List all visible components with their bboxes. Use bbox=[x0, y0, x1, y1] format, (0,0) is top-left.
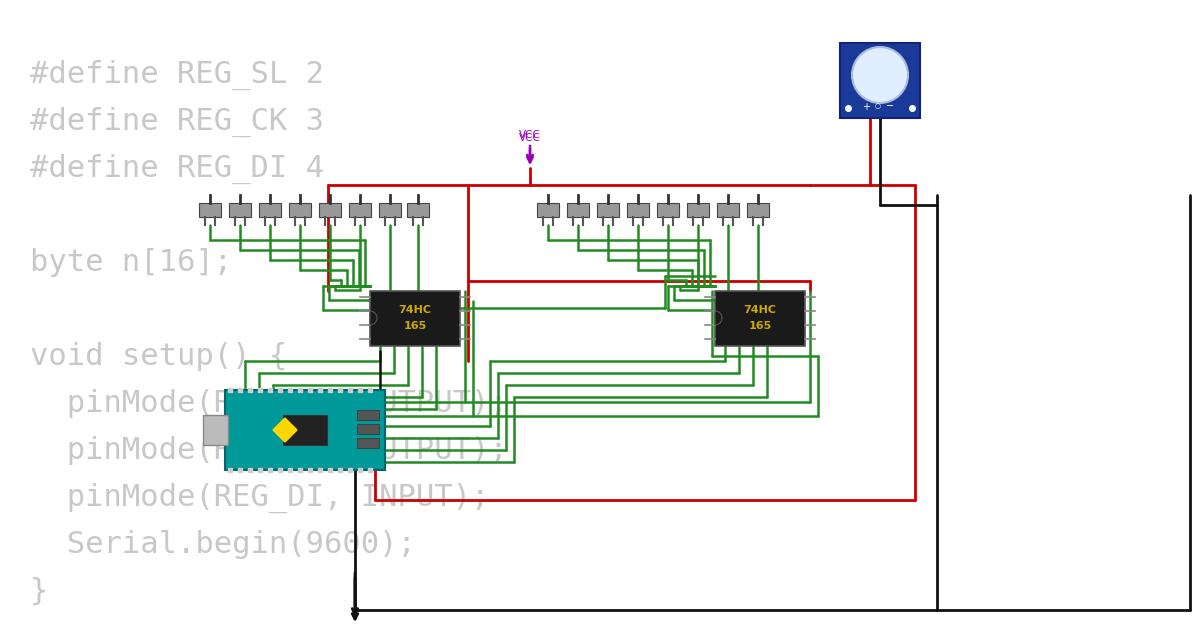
Text: #define REG_DI 4: #define REG_DI 4 bbox=[30, 154, 324, 184]
Bar bbox=[358, 438, 379, 448]
Bar bbox=[658, 203, 679, 217]
Text: void setup() {: void setup() { bbox=[30, 342, 287, 371]
Bar bbox=[229, 203, 251, 217]
Bar bbox=[199, 203, 221, 217]
Bar bbox=[358, 410, 379, 420]
Text: pinMode(REG_CK, OUTPUT);: pinMode(REG_CK, OUTPUT); bbox=[30, 436, 508, 466]
Text: +: + bbox=[862, 101, 870, 112]
Bar bbox=[407, 203, 430, 217]
Bar bbox=[628, 203, 649, 217]
Text: 165: 165 bbox=[749, 321, 772, 331]
Circle shape bbox=[852, 47, 908, 103]
Bar bbox=[686, 203, 709, 217]
Text: 74HC: 74HC bbox=[744, 305, 776, 315]
Polygon shape bbox=[274, 418, 298, 442]
Bar bbox=[379, 203, 401, 217]
Bar bbox=[283, 415, 326, 445]
Text: pinMode(REG_SL, OUTPUT);: pinMode(REG_SL, OUTPUT); bbox=[30, 389, 508, 419]
Wedge shape bbox=[370, 311, 377, 325]
Text: VCC: VCC bbox=[520, 130, 541, 140]
Bar bbox=[840, 42, 920, 118]
Bar bbox=[349, 203, 371, 217]
Text: −: − bbox=[886, 101, 894, 112]
Bar bbox=[715, 290, 805, 345]
Bar bbox=[203, 415, 228, 445]
Bar bbox=[718, 203, 739, 217]
Bar bbox=[538, 203, 559, 217]
Bar bbox=[358, 424, 379, 434]
Text: 74HC: 74HC bbox=[398, 305, 432, 315]
Text: #define REG_SL 2: #define REG_SL 2 bbox=[30, 60, 324, 90]
Bar bbox=[259, 203, 281, 217]
Text: VCC: VCC bbox=[520, 133, 541, 143]
Text: 165: 165 bbox=[403, 321, 427, 331]
Text: }: } bbox=[30, 577, 48, 606]
Text: byte n[16];: byte n[16]; bbox=[30, 248, 232, 277]
Bar bbox=[289, 203, 311, 217]
Text: ○: ○ bbox=[875, 103, 881, 110]
Text: pinMode(REG_DI, INPUT);: pinMode(REG_DI, INPUT); bbox=[30, 483, 490, 513]
Bar bbox=[226, 390, 385, 470]
Bar bbox=[598, 203, 619, 217]
Wedge shape bbox=[715, 311, 722, 325]
Bar bbox=[568, 203, 589, 217]
Text: #define REG_CK 3: #define REG_CK 3 bbox=[30, 107, 324, 137]
Bar bbox=[746, 203, 769, 217]
Bar bbox=[370, 290, 460, 345]
Text: Serial.begin(9600);: Serial.begin(9600); bbox=[30, 530, 416, 559]
Bar bbox=[319, 203, 341, 217]
